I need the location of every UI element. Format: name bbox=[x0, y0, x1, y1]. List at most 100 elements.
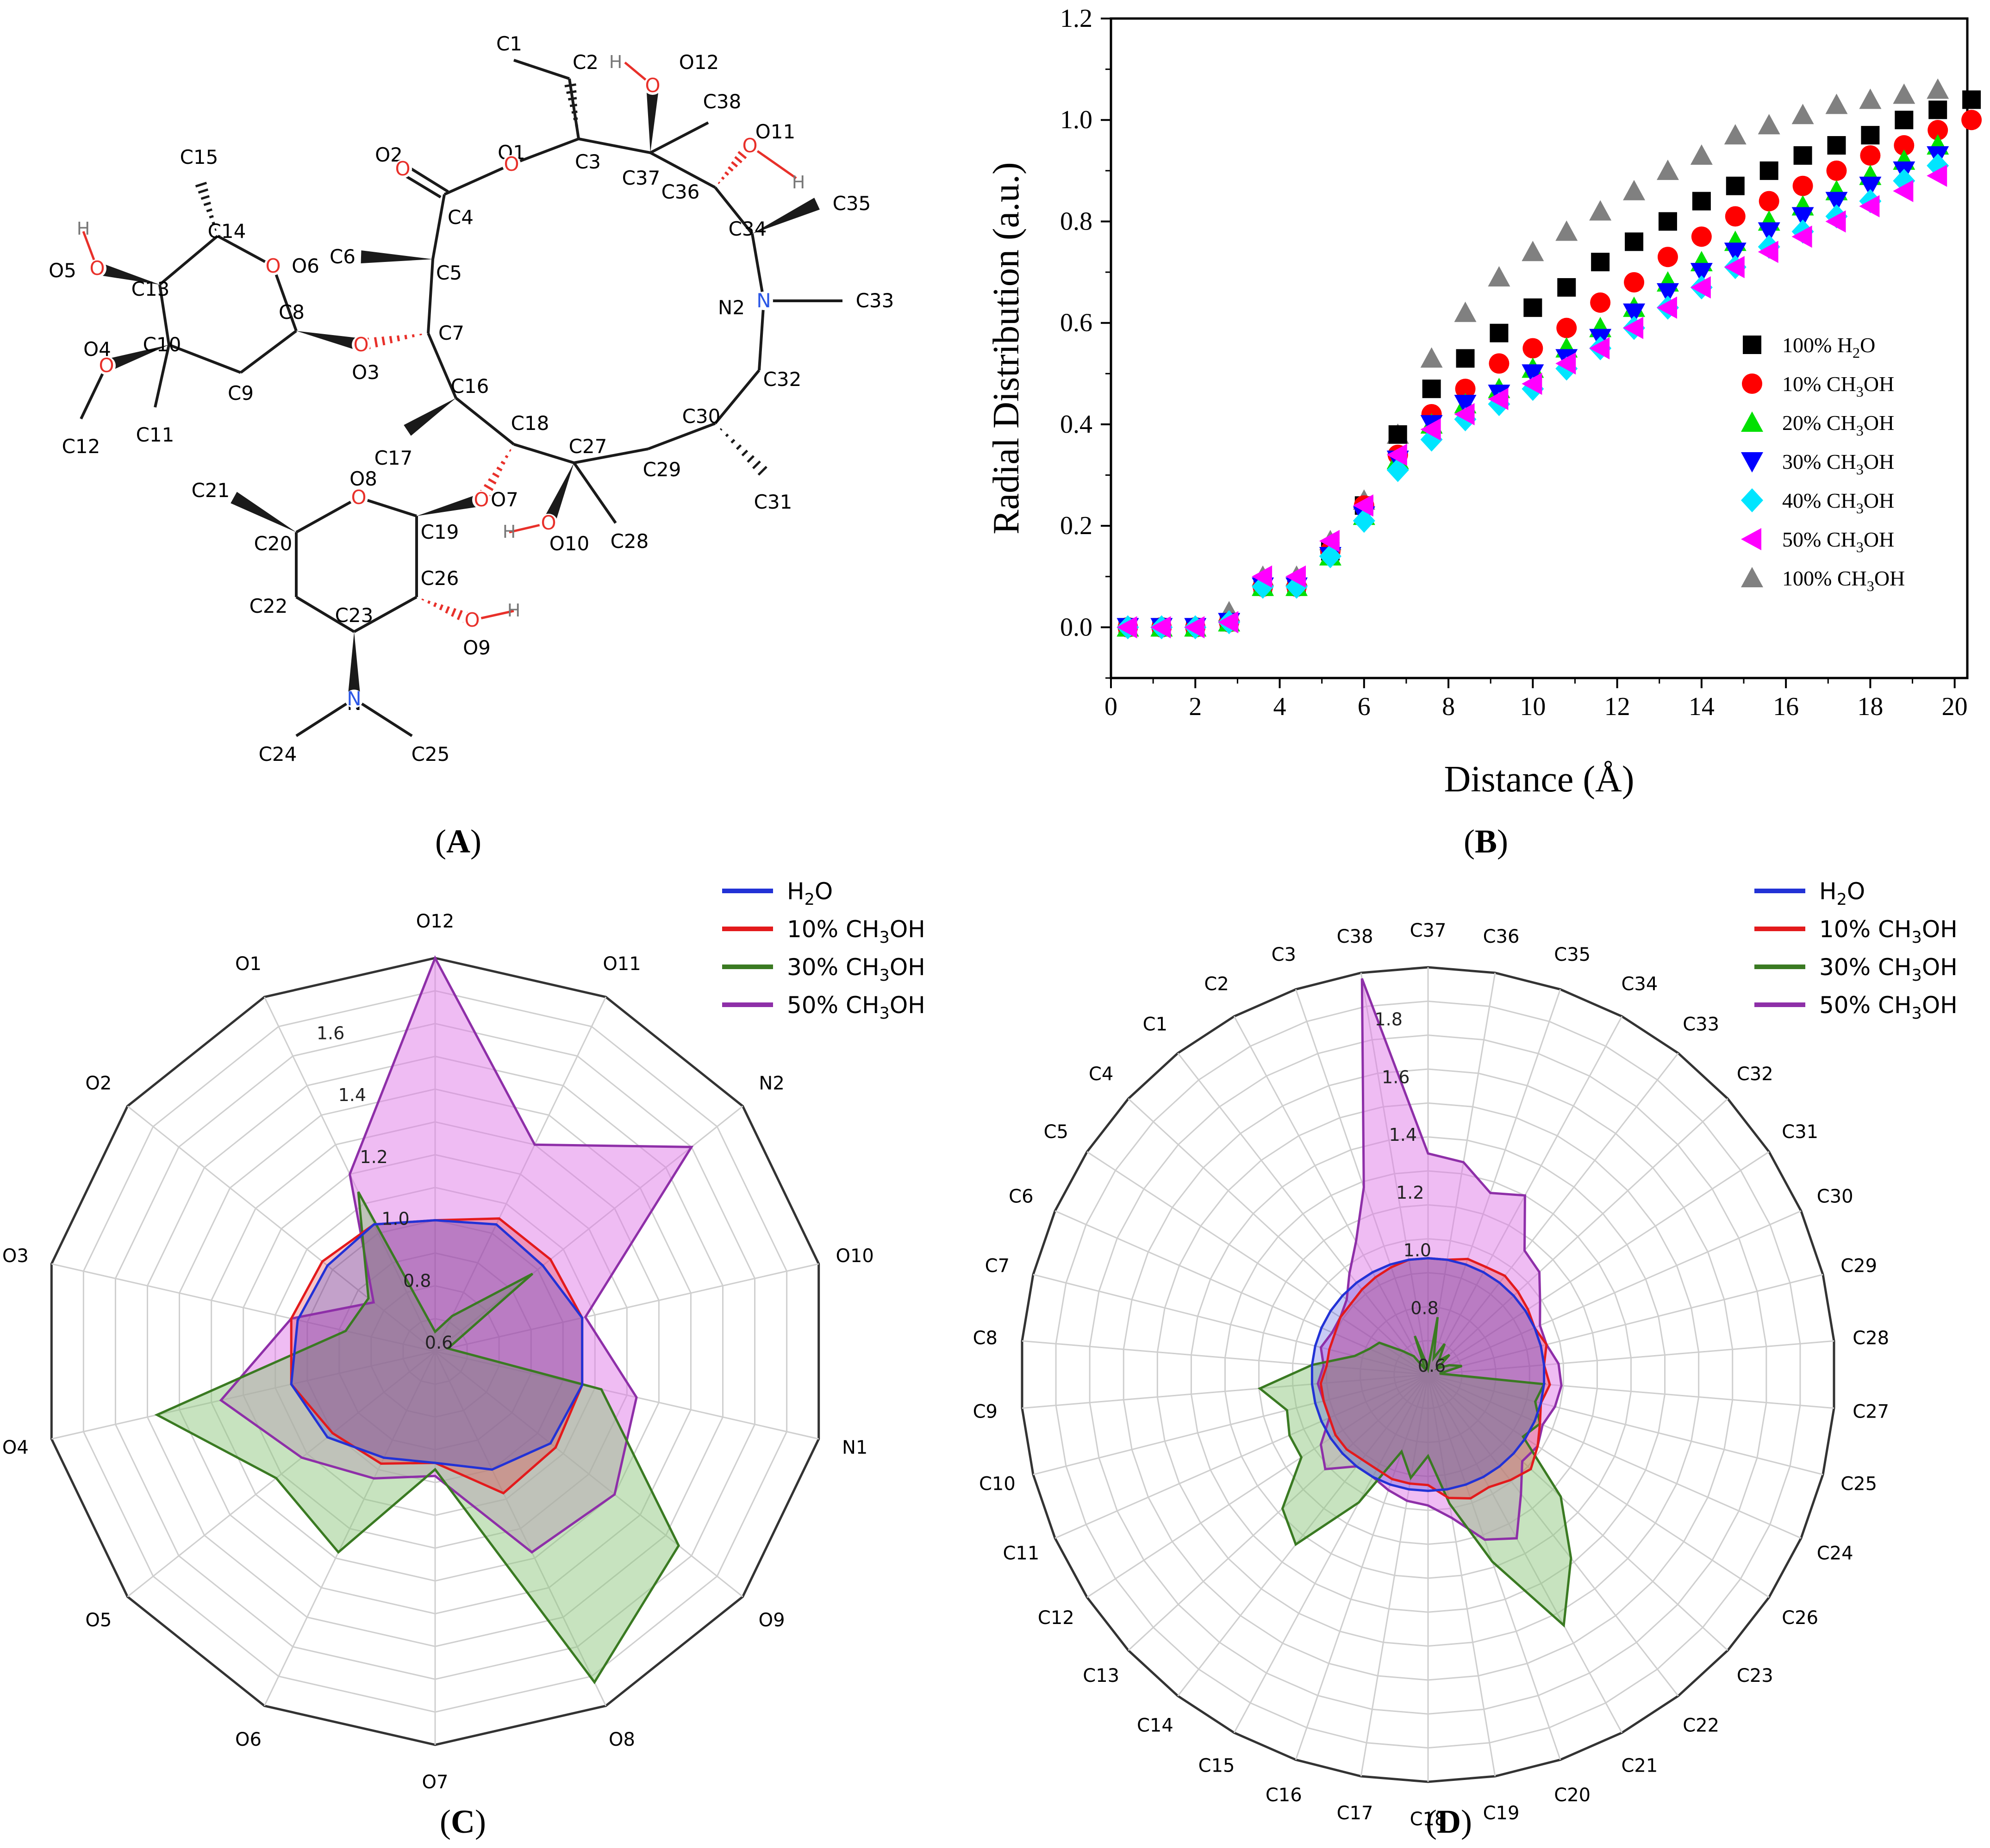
data-point bbox=[1252, 565, 1273, 588]
x-tick-label: 8 bbox=[1442, 692, 1455, 721]
data-point bbox=[1725, 206, 1746, 227]
legend-marker bbox=[1742, 373, 1762, 394]
bond bbox=[431, 194, 446, 260]
data-point bbox=[1928, 100, 1947, 119]
hash-bond bbox=[456, 610, 463, 620]
data-point bbox=[1623, 180, 1646, 200]
data-point bbox=[1893, 180, 1914, 202]
oxygen-symbol: O bbox=[395, 157, 410, 180]
data-point bbox=[1724, 124, 1747, 145]
legend-label: 10% CH3OH bbox=[787, 916, 925, 947]
data-point bbox=[1759, 191, 1779, 212]
data-point bbox=[1825, 192, 1848, 212]
data-point bbox=[1218, 611, 1239, 634]
oxygen-symbol: O bbox=[742, 134, 757, 157]
atom-bg bbox=[539, 514, 558, 532]
x-tick-label: 18 bbox=[1857, 692, 1883, 721]
category-label: C10 bbox=[979, 1474, 1016, 1495]
category-label: C36 bbox=[1483, 926, 1520, 947]
data-point bbox=[1859, 176, 1882, 197]
category-label: C8 bbox=[973, 1328, 998, 1349]
data-point bbox=[1386, 458, 1409, 482]
atom-label-c29: C29 bbox=[643, 458, 681, 481]
data-point bbox=[1894, 135, 1915, 156]
category-label: C17 bbox=[1337, 1803, 1373, 1824]
data-point bbox=[1388, 425, 1407, 444]
atom-bg bbox=[345, 690, 363, 708]
atom-label-c11: C11 bbox=[136, 423, 175, 446]
hash-bond bbox=[568, 97, 577, 101]
category-label: O7 bbox=[422, 1772, 449, 1793]
hash-bond bbox=[505, 454, 509, 459]
oxygen-symbol: O bbox=[474, 488, 489, 511]
atom-label-c19: C19 bbox=[421, 521, 459, 543]
bond bbox=[353, 596, 418, 633]
data-point bbox=[1319, 530, 1340, 553]
atom-label-c2: C2 bbox=[573, 51, 599, 74]
wedge-bond bbox=[104, 345, 169, 372]
atom-label-o5: O5 bbox=[49, 259, 76, 282]
atom-label-c30: C30 bbox=[682, 405, 721, 428]
category-label: C13 bbox=[1083, 1665, 1119, 1686]
data-point bbox=[1319, 544, 1341, 568]
bond bbox=[714, 187, 754, 235]
hash-bond bbox=[573, 117, 578, 120]
data-point bbox=[1150, 616, 1171, 639]
data-point bbox=[1859, 88, 1882, 109]
category-label: C24 bbox=[1817, 1543, 1853, 1564]
legend-label: 10% CH3OH bbox=[1819, 916, 1958, 947]
atom-label-c17: C17 bbox=[374, 447, 413, 469]
data-point bbox=[1825, 210, 1846, 233]
bond bbox=[353, 697, 413, 737]
hash-bond bbox=[569, 104, 577, 107]
category-label: C18 bbox=[1410, 1809, 1447, 1830]
category-label: C14 bbox=[1137, 1715, 1173, 1736]
category-label: C23 bbox=[1737, 1665, 1773, 1686]
r-tick-label: 1.2 bbox=[360, 1147, 387, 1167]
category-label: O11 bbox=[603, 953, 641, 975]
data-point bbox=[1690, 144, 1713, 165]
atom-label-c31: C31 bbox=[754, 491, 792, 513]
legend-label: 30% CH3OH bbox=[1782, 450, 1894, 478]
legend-label: 100% H2O bbox=[1782, 333, 1875, 361]
oxygen-symbol: O bbox=[645, 74, 660, 97]
atom-label-o10: O10 bbox=[549, 532, 590, 555]
r-tick-label: 0.6 bbox=[425, 1332, 453, 1353]
legend-marker bbox=[1743, 336, 1761, 354]
hash-bond bbox=[451, 608, 456, 617]
bond bbox=[154, 344, 170, 408]
bond bbox=[358, 496, 417, 517]
data-point bbox=[1591, 253, 1610, 272]
radar-legend: H2O 10% CH3OH 30% CH3OH 50% CH3OH bbox=[722, 878, 925, 1023]
category-label: C3 bbox=[1272, 944, 1296, 965]
data-point bbox=[1454, 403, 1475, 425]
atom-label-o8: O8 bbox=[349, 467, 377, 490]
wedge-bond bbox=[752, 198, 820, 234]
atom-label-c26: C26 bbox=[421, 567, 459, 590]
hash-bond bbox=[724, 171, 730, 176]
data-point bbox=[1454, 395, 1477, 416]
atom-label-c25: C25 bbox=[412, 743, 450, 765]
radar-line-30-ch3oh bbox=[1257, 1317, 1572, 1628]
radar-line-h2o bbox=[1310, 1257, 1546, 1492]
data-point bbox=[1793, 146, 1812, 165]
atom-label-c14: C14 bbox=[208, 220, 246, 243]
category-label: C15 bbox=[1198, 1755, 1235, 1776]
category-label: C21 bbox=[1621, 1755, 1658, 1776]
r-tick-label: 1.6 bbox=[317, 1023, 344, 1043]
series-100-h2o bbox=[1118, 90, 1981, 637]
data-point bbox=[1724, 243, 1747, 263]
data-point bbox=[1758, 222, 1780, 243]
data-point bbox=[1420, 418, 1441, 441]
data-point bbox=[1657, 247, 1678, 268]
atom-label-c8: C8 bbox=[279, 301, 305, 324]
hash-bond bbox=[198, 188, 209, 194]
atom-bg bbox=[393, 160, 412, 178]
hash-bond bbox=[397, 335, 400, 342]
data-point bbox=[1860, 145, 1881, 166]
y-tick-label: 0.0 bbox=[1060, 613, 1092, 641]
bond bbox=[714, 369, 761, 424]
atom-label-o9: O9 bbox=[463, 636, 491, 659]
